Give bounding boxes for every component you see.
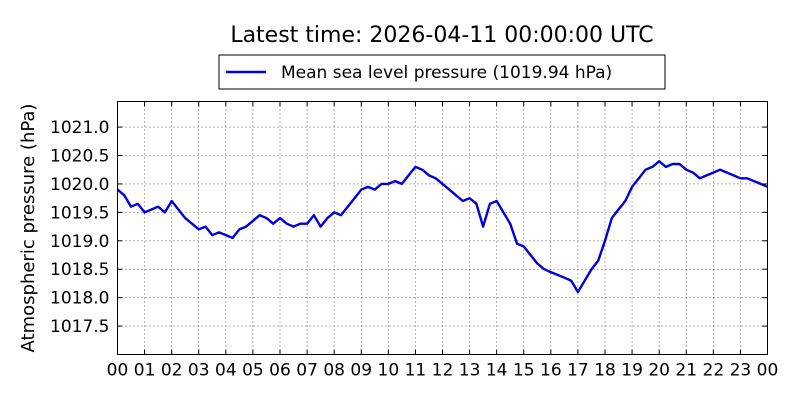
ticks-layer: 00 01 02 03 04 05 06 07 08 09 10 11 12 13 14 15 16 17 18 19… [50,101,779,381]
y-tick-label: 1017.5 [50,317,109,337]
x-tick-label: 08 [323,361,345,381]
legend: Mean sea level pressure (1019.94 hPa) [218,54,666,90]
x-tick-label: 12 [432,361,454,381]
x-tick-label: 15 [513,361,535,381]
series-layer [116,159,768,294]
x-tick-label: 09 [350,361,372,381]
legend-box [218,54,666,90]
x-tick-label: 13 [459,361,481,381]
y-tick-label: 1018.0 [50,289,109,309]
x-tick-label: 01 [134,361,156,381]
x-tick-label: 10 [378,361,400,381]
x-tick-label: 07 [296,361,318,381]
x-tick-label: 05 [242,361,264,381]
x-tick-label: 20 [648,361,670,381]
chart-title: Latest time: 2026-04-11 00:00:00 UTC [230,23,653,48]
y-tick-label: 1021.0 [50,118,109,138]
x-tick-label: 00 [107,361,129,381]
y-tick-label: 1019.0 [50,232,109,252]
x-tick-label: 02 [161,361,183,381]
x-tick-label: 00 [757,361,779,381]
grid [117,101,768,355]
x-tick-label: 18 [594,361,616,381]
x-tick-label: 14 [486,361,508,381]
plot-frame [117,101,768,355]
pressure-series-line [116,159,768,294]
y-tick-label: 1019.5 [50,203,109,223]
x-tick-label: 16 [540,361,562,381]
legend-label: Mean sea level pressure (1019.94 hPa) [281,63,612,83]
x-tick-label: 11 [405,361,427,381]
x-tick-label: 03 [188,361,210,381]
x-tick-label: 22 [703,361,725,381]
y-tick-label: 1020.5 [50,147,109,167]
y-tick-label: 1020.0 [50,175,109,195]
x-tick-label: 21 [675,361,697,381]
x-tick-label: 23 [730,361,752,381]
x-tick-label: 19 [621,361,643,381]
y-tick-label: 1018.5 [50,260,109,280]
x-tick-label: 17 [567,361,589,381]
y-axis-label: Atmospheric pressure (hPa) [18,104,39,353]
x-tick-label: 04 [215,361,237,381]
x-tick-label: 06 [269,361,291,381]
